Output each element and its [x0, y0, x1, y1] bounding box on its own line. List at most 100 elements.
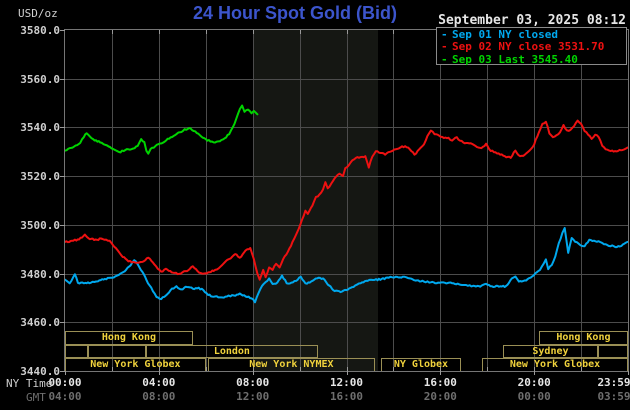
- axis-tick: [158, 367, 160, 371]
- axis-tick: [299, 30, 301, 34]
- legend-item-sep01: - Sep 01 NY closed: [441, 28, 626, 41]
- session-label: Hong Kong: [556, 332, 611, 343]
- v-gridline: [534, 30, 536, 371]
- session-box: [88, 344, 146, 358]
- axis-tick: [440, 371, 442, 375]
- axis-tick: [252, 371, 254, 375]
- x-tick-label-gmt: 00:00: [517, 390, 551, 403]
- y-tick-label: 3440.0: [20, 365, 60, 378]
- h-gridline: [65, 224, 628, 226]
- axis-tick: [581, 367, 583, 371]
- axis-tick: [534, 371, 536, 375]
- session-box: New York NYMEX: [208, 358, 375, 372]
- legend-label-sep02: Sep 02 NY close 3531.70: [452, 40, 605, 54]
- legend-box: - Sep 01 NY closed - Sep 02 NY close 3531.…: [436, 27, 627, 66]
- axis-tick: [393, 30, 395, 34]
- session-label: Sydney: [532, 345, 569, 357]
- legend-item-sep02: - Sep 02 NY close 3531.70: [441, 40, 626, 54]
- chart-canvas: [65, 104, 628, 304]
- y-tick-label: 3480.0: [20, 267, 60, 281]
- axis-tick: [252, 30, 254, 34]
- legend-label-sep01: Sep 01 NY closed: [452, 28, 558, 41]
- axis-tick: [60, 78, 65, 80]
- v-gridline: [158, 30, 160, 371]
- x-tick-label-gmt: 03:59: [597, 390, 630, 403]
- session-box: Hong Kong: [538, 331, 628, 345]
- session-label: Hong Kong: [101, 332, 157, 343]
- axis-tick: [346, 371, 348, 375]
- axis-tick: [205, 367, 207, 371]
- axis-tick: [393, 367, 395, 371]
- y-tick-label: 3540.0: [20, 121, 60, 135]
- axis-tick: [111, 367, 113, 371]
- y-tick-label: 3520.0: [20, 170, 60, 184]
- v-gridline: [581, 30, 583, 371]
- axis-tick: [158, 30, 160, 34]
- axis-tick: [205, 30, 207, 34]
- axis-tick: [60, 322, 65, 324]
- x-tick-label-gmt: 04:00: [48, 390, 82, 403]
- y-axis-unit-label: USD/oz: [18, 7, 58, 20]
- x-tick-label-gmt: 20:00: [423, 390, 457, 403]
- h-gridline: [65, 78, 628, 80]
- session-box: [597, 344, 628, 358]
- h-gridline: [65, 273, 628, 275]
- x-tick-label-ny: 00:00: [48, 376, 82, 389]
- v-gridline: [252, 30, 254, 371]
- x-tick-label-ny: 08:00: [236, 376, 270, 389]
- session-label: London: [213, 345, 250, 357]
- axis-tick: [60, 371, 65, 372]
- session-box: London: [145, 344, 318, 358]
- session-box: Hong Kong: [65, 331, 193, 345]
- v-gridline: [393, 30, 395, 371]
- axis-tick: [111, 30, 113, 34]
- v-gridline: [440, 30, 442, 371]
- x-tick-label-ny: 16:00: [423, 376, 457, 389]
- h-gridline: [65, 176, 628, 178]
- axis-tick: [60, 273, 65, 275]
- chart-title: 24 Hour Spot Gold (Bid): [193, 3, 397, 23]
- x-tick-label-gmt: 16:00: [329, 390, 364, 403]
- h-gridline: [65, 322, 628, 324]
- session-box: New York Globex: [482, 358, 628, 372]
- axis-tick: [252, 367, 254, 371]
- axis-tick: [60, 30, 65, 31]
- x-tick-label-ny: 23:59: [597, 376, 630, 389]
- y-tick-label: 3460.0: [20, 316, 60, 330]
- y-tick-label: 3500.0: [20, 218, 60, 232]
- v-gridline: [111, 30, 113, 371]
- h-gridline: [65, 127, 628, 129]
- gmt-axis-label: GMT: [26, 391, 46, 404]
- session-box: New York Globex: [65, 358, 206, 372]
- axis-tick: [440, 367, 442, 371]
- legend-item-sep03: - Sep 03 Last 3545.40: [441, 52, 626, 66]
- session-label: New York Globex: [90, 359, 181, 370]
- axis-tick: [627, 371, 629, 375]
- axis-tick: [487, 367, 489, 371]
- sep02-line-marker: -: [441, 40, 448, 54]
- axis-tick: [65, 371, 66, 375]
- y-tick-label: 3560.0: [20, 72, 60, 86]
- sep01-line-marker: -: [441, 28, 448, 41]
- v-gridline: [205, 30, 207, 371]
- axis-tick: [60, 176, 65, 178]
- legend-label-sep03: Sep 03 Last 3545.40: [452, 52, 578, 66]
- axis-tick: [60, 127, 65, 129]
- ny-time-axis-label: NY Time: [6, 377, 53, 390]
- series-line-2: [65, 104, 259, 155]
- x-tick-label-ny: 20:00: [517, 376, 551, 389]
- plot-area: [64, 29, 629, 372]
- session-box: Sydney: [502, 344, 598, 358]
- session-label: New York NYMEX: [249, 359, 334, 370]
- v-gridline: [487, 30, 489, 371]
- sep03-line-marker: -: [441, 52, 448, 66]
- axis-tick: [346, 367, 348, 371]
- x-tick-label-ny: 04:00: [142, 376, 176, 389]
- y-tick-label: 3580.0: [20, 24, 60, 37]
- datetime-label: September 03, 2025 08:12: [438, 13, 626, 28]
- session-box: [65, 344, 89, 358]
- axis-tick: [158, 371, 160, 375]
- series-line-1: [65, 119, 628, 281]
- x-tick-label-gmt: 08:00: [142, 390, 176, 403]
